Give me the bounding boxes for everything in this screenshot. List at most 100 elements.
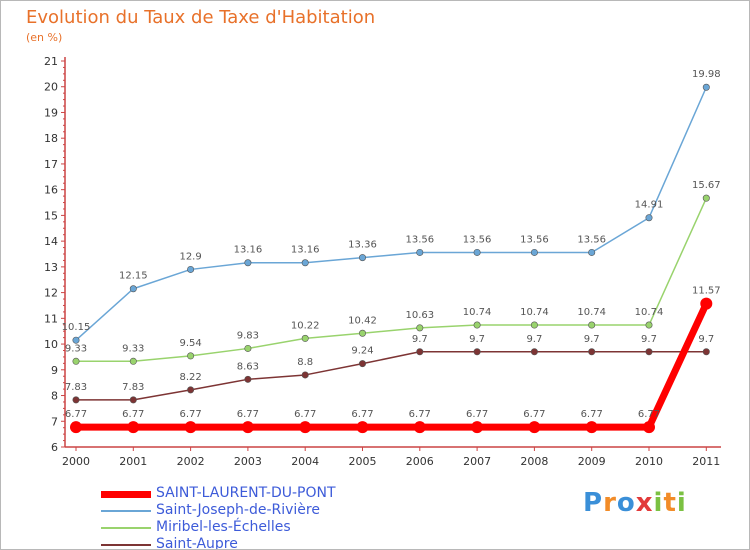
data-label: 10.74 [463,307,492,318]
data-label: 9.33 [122,343,144,354]
data-label: 9.7 [469,334,485,345]
data-point [241,421,254,434]
data-point [416,348,424,356]
data-point [184,421,197,434]
data-label: 8.63 [237,361,259,372]
data-point [129,396,137,404]
data-point [702,194,710,202]
y-tick-label: 15 [44,209,58,222]
x-tick-label: 2004 [291,455,319,468]
logo-letter: t [663,488,677,518]
data-point [72,396,80,404]
data-label: 19.98 [692,69,721,80]
data-point [473,321,481,329]
data-point [72,336,80,344]
data-point [301,334,309,342]
data-label: 14.91 [635,200,664,211]
data-label: 6.77 [523,409,545,420]
legend-swatch [101,490,151,498]
data-point [299,421,312,434]
data-label: 10.74 [577,307,606,318]
series-line-3 [76,351,707,401]
legend-label: Saint-Aupre [156,536,238,550]
data-label: 9.24 [351,346,373,357]
y-tick-label: 14 [44,235,58,248]
data-label: 9.33 [65,343,87,354]
data-point [530,248,538,256]
data-label: 10.74 [520,307,549,318]
data-point [127,421,140,434]
data-label: 8.8 [297,357,313,368]
data-label: 6.77 [581,409,603,420]
y-tick-label: 7 [51,415,58,428]
y-tick-label: 18 [44,132,58,145]
data-point [645,214,653,222]
proxiti-logo: Proxiti [583,488,687,518]
data-label: 11.57 [692,286,721,297]
data-label: 9.83 [237,330,259,341]
data-label: 6.77 [409,409,431,420]
series-line-2 [76,197,707,363]
data-point [416,324,424,332]
data-point [702,83,710,91]
series-line-0 [76,302,710,431]
y-tick-label: 12 [44,287,58,300]
y-tick-label: 11 [44,312,58,325]
data-point [471,421,484,434]
data-label: 6.77 [638,409,660,420]
data-label: 9.54 [179,338,201,349]
data-point [187,352,195,360]
data-point [244,344,252,352]
y-tick-label: 20 [44,81,58,94]
data-point [187,386,195,394]
data-point [588,321,596,329]
data-point [358,329,366,337]
data-point [301,371,309,379]
data-label: 10.42 [348,315,377,326]
x-tick-label: 2008 [520,455,548,468]
data-point [588,248,596,256]
data-label: 9.7 [412,334,428,345]
data-point [645,348,653,356]
x-tick-label: 2002 [177,455,205,468]
data-label: 13.56 [463,234,492,245]
data-point [129,285,137,293]
data-label: 6.77 [294,409,316,420]
x-tick-label: 2010 [635,455,663,468]
data-label: 9.7 [526,334,542,345]
data-label: 13.16 [291,245,320,256]
data-label: 10.63 [405,310,434,321]
data-label: 9.7 [698,334,714,345]
x-tick-label: 2003 [234,455,262,468]
legend-label: SAINT-LAURENT-DU-PONT [156,485,336,501]
data-label: 7.83 [122,382,144,393]
logo-letter: o [616,488,636,518]
logo-letter: r [603,488,617,518]
legend-label: Miribel-les-Échelles [156,519,291,535]
x-tick-label: 2005 [349,455,377,468]
data-point [244,259,252,267]
y-tick-label: 13 [44,261,58,274]
data-point [702,348,710,356]
legend-swatch [101,510,151,512]
data-label: 6.77 [179,409,201,420]
data-label: 8.22 [179,372,201,383]
x-tick-label: 2001 [119,455,147,468]
data-point [585,421,598,434]
x-tick-label: 2007 [463,455,491,468]
data-point [700,297,713,310]
legend-swatch [101,544,151,546]
data-point [129,357,137,365]
data-point [72,357,80,365]
series-line-1 [75,86,707,341]
data-label: 13.56 [520,234,549,245]
data-label: 9.7 [641,334,657,345]
y-tick-label: 19 [44,106,58,119]
data-point [473,348,481,356]
data-label: 7.83 [65,382,87,393]
data-label: 13.36 [348,240,377,251]
data-point [187,265,195,273]
data-point [530,321,538,329]
